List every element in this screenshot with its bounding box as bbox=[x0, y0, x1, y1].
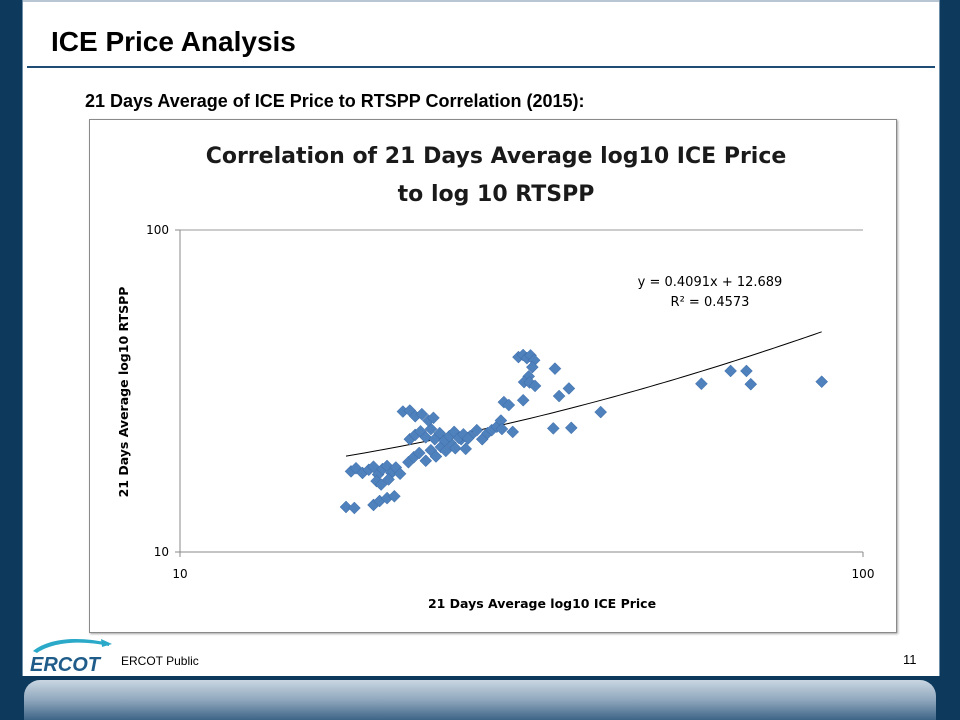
data-point bbox=[412, 446, 426, 460]
y-tick-label: 100 bbox=[146, 223, 169, 237]
bottom-bar bbox=[24, 680, 936, 720]
data-point bbox=[525, 360, 539, 374]
data-point bbox=[724, 364, 737, 378]
data-point bbox=[470, 423, 484, 437]
trendline-equation: y = 0.4091x + 12.689 bbox=[638, 275, 783, 290]
data-point bbox=[546, 422, 560, 435]
slide-title: ICE Price Analysis bbox=[51, 26, 296, 57]
slide: ICE Price Analysis 21 Days Average of IC… bbox=[22, 0, 940, 676]
data-point bbox=[448, 441, 462, 455]
data-point bbox=[740, 364, 753, 378]
data-point bbox=[382, 473, 395, 486]
scatter-chart: Correlation of 21 Days Average log10 ICE… bbox=[116, 144, 874, 611]
chart-title-line-1: Correlation of 21 Days Average log10 ICE… bbox=[206, 144, 787, 169]
data-point bbox=[562, 382, 576, 395]
page-number: 11 bbox=[903, 652, 917, 667]
data-point bbox=[815, 375, 829, 389]
ercot-logo: ERCOT bbox=[30, 639, 112, 674]
data-point bbox=[427, 411, 440, 425]
data-point bbox=[388, 489, 401, 503]
data-point bbox=[552, 389, 566, 403]
data-point bbox=[564, 421, 578, 435]
data-point bbox=[415, 407, 429, 421]
y-axis-title: 21 Days Average log10 RTSPP bbox=[116, 287, 131, 498]
data-point bbox=[548, 362, 562, 376]
data-point bbox=[502, 398, 516, 412]
chart-frame: Correlation of 21 Days Average log10 ICE… bbox=[89, 119, 897, 633]
data-points bbox=[339, 348, 829, 515]
logo-wordmark: ERCOT bbox=[30, 654, 102, 674]
data-point bbox=[516, 393, 530, 407]
data-point bbox=[744, 377, 758, 391]
title-rule bbox=[27, 66, 935, 68]
data-point bbox=[374, 478, 388, 491]
chart-title-line-2: to log 10 RTSPP bbox=[398, 182, 595, 207]
x-tick-label: 100 bbox=[852, 567, 875, 581]
footer-label: ERCOT Public bbox=[121, 654, 199, 668]
data-point bbox=[528, 379, 542, 393]
data-point bbox=[459, 442, 473, 456]
data-point bbox=[393, 467, 407, 481]
data-point bbox=[419, 454, 433, 468]
x-axis-title: 21 Days Average log10 ICE Price bbox=[428, 596, 656, 611]
tick-labels: 10 100 10 100 bbox=[146, 223, 874, 581]
data-point bbox=[594, 405, 608, 419]
data-point bbox=[695, 377, 708, 391]
data-point bbox=[495, 422, 509, 436]
top-border bbox=[23, 0, 939, 2]
y-tick-label: 10 bbox=[154, 545, 169, 559]
axes bbox=[175, 229, 864, 557]
data-point bbox=[367, 460, 380, 474]
x-tick-label: 10 bbox=[172, 567, 187, 581]
data-point bbox=[429, 450, 443, 463]
data-point bbox=[461, 432, 475, 445]
data-point bbox=[419, 431, 433, 444]
slide-subtitle: 21 Days Average of ICE Price to RTSPP Co… bbox=[85, 91, 585, 111]
data-point bbox=[506, 425, 520, 439]
data-point bbox=[339, 500, 353, 514]
r-squared-label: R² = 0.4573 bbox=[671, 295, 750, 310]
data-point bbox=[347, 501, 361, 515]
